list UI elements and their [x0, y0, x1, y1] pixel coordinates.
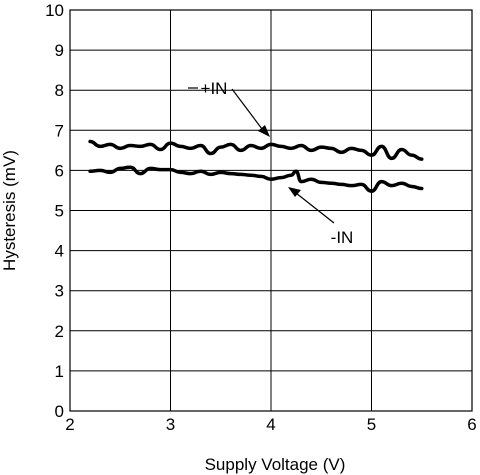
x-tick-label-4: 6	[467, 415, 476, 434]
y-tick-label-1: 1	[55, 362, 64, 381]
series-line-plus-in	[88, 139, 424, 161]
x-tick-label-1: 3	[166, 415, 175, 434]
series-layer	[88, 139, 424, 194]
grid	[69, 9, 473, 412]
minus-in-arrow-line	[295, 192, 335, 224]
x-axis-label: Supply Voltage (V)	[205, 455, 346, 474]
x-tick-label-0: 2	[65, 415, 74, 434]
y-axis-label: Hysteresis (mV)	[0, 150, 19, 271]
y-tick-label-5: 5	[55, 202, 64, 221]
y-tick-label-7: 7	[55, 121, 64, 140]
minus-in-arrowhead	[288, 187, 301, 197]
annotation-plus-in: +IN	[201, 79, 228, 98]
y-tick-label-4: 4	[55, 242, 64, 261]
y-tick-label-8: 8	[55, 81, 64, 100]
plot-frame	[69, 9, 473, 412]
y-tick-label-2: 2	[55, 322, 64, 341]
x-tick-label-3: 5	[367, 415, 376, 434]
y-tick-label-9: 9	[55, 41, 64, 60]
y-tick-label-6: 6	[55, 161, 64, 180]
y-tick-label-3: 3	[55, 282, 64, 301]
annotations: +IN -IN	[188, 79, 353, 247]
x-tick-labels: 2 3 4 5 6	[65, 415, 476, 434]
y-tick-label-0: 0	[55, 402, 64, 421]
x-tick-label-2: 4	[266, 415, 275, 434]
annotation-minus-in: -IN	[331, 228, 354, 247]
plus-in-arrow-line	[231, 88, 263, 130]
series-line-minus-in	[88, 165, 424, 194]
y-tick-label-10: 10	[45, 1, 64, 20]
plus-in-arrowhead	[258, 125, 270, 137]
y-tick-labels: 0 1 2 3 4 5 6 7 8 9 10	[45, 1, 64, 421]
